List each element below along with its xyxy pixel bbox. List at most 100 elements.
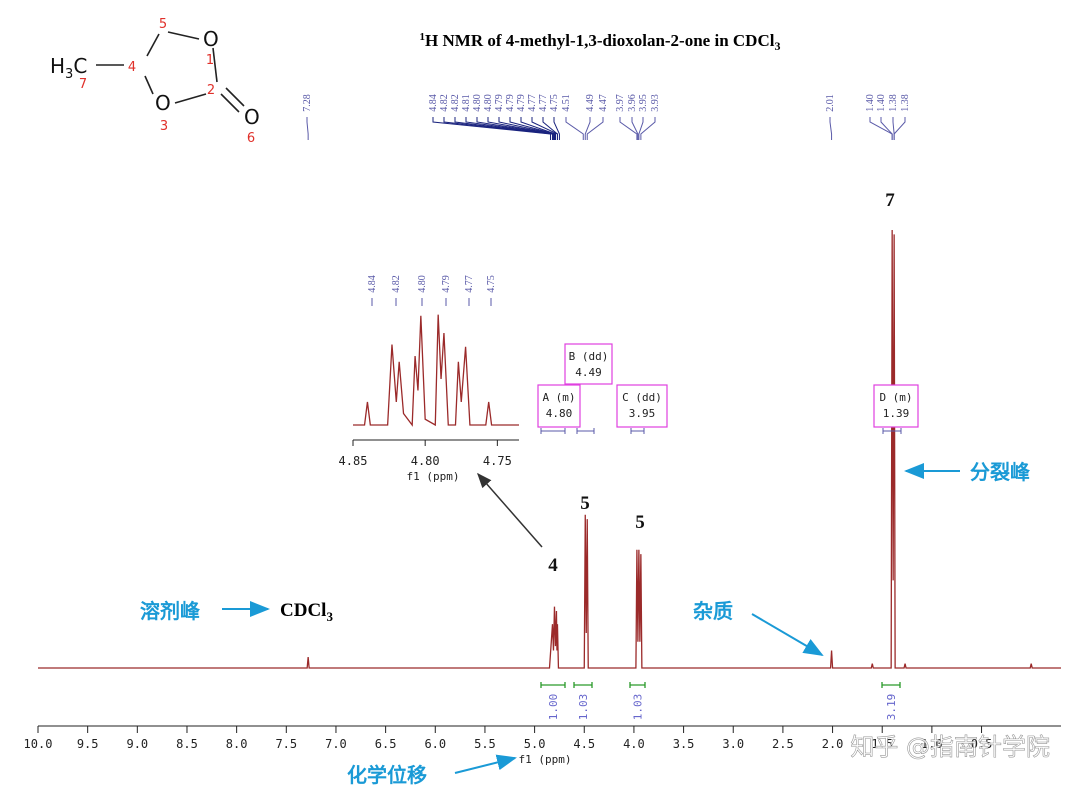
atom: O: [155, 91, 171, 115]
assignment: 7: [885, 190, 895, 211]
splitting-label: 分裂峰: [970, 460, 1030, 484]
peak-label-leader: [432, 117, 551, 140]
multiplet-shift: 4.49: [575, 366, 602, 379]
bond: [225, 87, 245, 107]
x-tick-label: 0.5: [971, 737, 993, 751]
x-tick-label: 7.5: [275, 737, 297, 751]
bond: [212, 47, 218, 83]
x-tick-label: 4.85: [339, 454, 368, 468]
solvent-main: CDCl: [280, 600, 326, 621]
peak-label: 4.84: [367, 275, 378, 293]
peak-label-leader: [631, 117, 639, 140]
peak-label: 4.82: [439, 94, 450, 112]
atom-number: 2: [207, 83, 215, 98]
peak-label: 4.80: [483, 94, 494, 112]
methyl: H3C: [50, 54, 87, 82]
bond: [167, 31, 200, 40]
peak-label: 4.75: [549, 94, 560, 112]
x-axis-label: f1 (ppm): [407, 470, 460, 483]
x-tick-label: 4.75: [483, 454, 512, 468]
bond: [220, 93, 240, 113]
solvent-sub: 3: [326, 609, 333, 624]
atom-number: 5: [159, 17, 167, 32]
arrow: [477, 472, 543, 548]
x-tick-label: 4.5: [573, 737, 595, 751]
peak-label-leader: [640, 117, 656, 140]
peak-label-leader: [880, 117, 893, 140]
integral-value: 1.03: [577, 694, 590, 721]
peak-label-leader: [520, 117, 556, 140]
atom-numbers: 1 2 3 4 5 6 7: [79, 17, 255, 146]
peak-label: 4.75: [486, 275, 497, 293]
multiplet-shift: 3.95: [629, 407, 656, 420]
x-tick-label: 9.5: [77, 737, 99, 751]
peak-label-leader: [465, 117, 554, 140]
x-tick-label: 2.0: [822, 737, 844, 751]
x-tick-label: 3.0: [722, 737, 744, 751]
peak-label-leader: [584, 117, 591, 140]
atom-sub: 3: [65, 67, 73, 82]
peak-label-leader: [638, 117, 644, 140]
multiplet-box: [537, 384, 581, 428]
atom-number: 4: [128, 60, 136, 75]
peak-label: 4.82: [450, 94, 461, 112]
bond: [144, 75, 154, 95]
peak-label: 4.80: [472, 94, 483, 112]
arrow: [454, 754, 517, 774]
multiplet-range: [576, 428, 595, 434]
peak-label: 4.77: [464, 275, 475, 293]
integral-bracket: [573, 682, 593, 688]
peak-label: 4.51: [561, 94, 572, 112]
peak-label: 3.97: [615, 94, 626, 112]
x-tick-label: 10.0: [24, 737, 53, 751]
x-tick-label: 5.0: [524, 737, 546, 751]
x-tick-label: 6.5: [375, 737, 397, 751]
title: 1H NMR of 4-methyl-1,3-dioxolan-2-one in…: [420, 31, 781, 53]
peak-label: 1.40: [865, 94, 876, 112]
x-tick-label: 3.5: [673, 737, 695, 751]
peak-label: 4.49: [585, 94, 596, 112]
solvent-label: CDCl3: [280, 600, 333, 624]
assignment: 4: [548, 555, 558, 576]
peak-label-leader: [565, 117, 584, 140]
peak-label: 4.80: [417, 275, 428, 293]
spectrum-line: [38, 229, 1061, 669]
chemical-shift-label: 化学位移: [347, 763, 427, 787]
title-sub: 3: [774, 39, 780, 53]
integral-value: 1.00: [547, 694, 560, 721]
spectrum-line: [353, 314, 519, 427]
title-main: H NMR of 4-methyl-1,3-dioxolan-2-one in …: [425, 31, 775, 50]
peak-label: 4.81: [461, 94, 472, 112]
peak-label: 2.01: [825, 94, 836, 112]
peak-label: 1.40: [876, 94, 887, 112]
peak-label-leader: [454, 117, 553, 140]
peak-label: 1.38: [888, 94, 899, 112]
x-tick-label: 2.5: [772, 737, 794, 751]
peak-label-leader: [487, 117, 555, 140]
arrow: [751, 613, 824, 657]
watermark: 知乎 @指南针学院: [850, 733, 1050, 761]
peak-label-leader: [586, 117, 604, 140]
integral-bracket: [540, 682, 566, 688]
peak-label-leader: [306, 117, 309, 140]
atom: O: [203, 27, 219, 51]
multiplet-box: [616, 384, 668, 428]
assignment: 5: [580, 493, 590, 514]
peak-label: 4.82: [391, 275, 402, 293]
integral-bracket: [881, 682, 901, 688]
multiplet-name: B (dd): [569, 350, 609, 363]
assignment: 5: [635, 512, 645, 533]
molecule-labels: H3C O O O: [50, 27, 260, 129]
atom: C: [73, 54, 87, 78]
peak-label-leader: [619, 117, 638, 140]
peak-label: 4.79: [441, 275, 452, 293]
x-tick-label: 4.80: [411, 454, 440, 468]
peak-label: 4.79: [494, 94, 505, 112]
peak-label-leader: [893, 117, 906, 140]
x-tick-label: 8.5: [176, 737, 198, 751]
x-tick-label: 1.0: [921, 737, 943, 751]
peak-label: 4.84: [428, 94, 439, 112]
peak-label: 3.95: [638, 94, 649, 112]
